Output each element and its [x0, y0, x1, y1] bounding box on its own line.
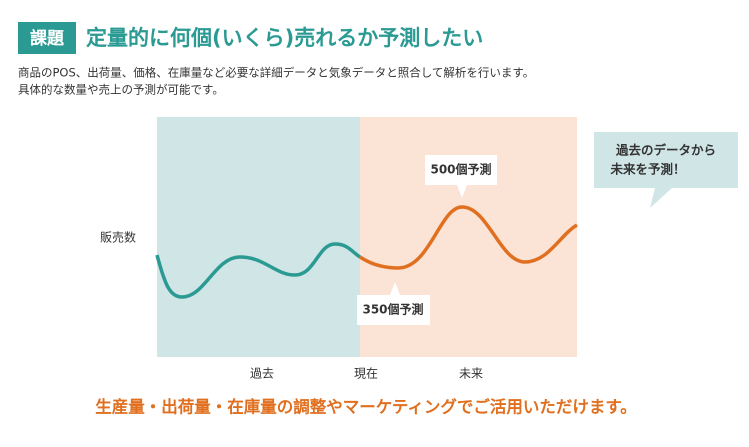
y-label: 販売数 — [100, 230, 136, 245]
x-label: 現在 — [354, 367, 378, 381]
speech-bubble — [594, 132, 738, 208]
callout: 500個予測 — [430, 162, 491, 177]
callout-box — [357, 282, 430, 325]
title: 定量的に何個(いくら)売れるか予測したい — [86, 26, 483, 50]
badge: 課題 — [30, 28, 65, 49]
description-line: 商品のPOS、出荷量、価格、在庫量など必要な詳細データと気象データと照合して解析… — [18, 66, 534, 80]
footer: 生産量・出荷量・在庫量の調整やマーケティングでご活用いただけます。 — [95, 397, 637, 417]
bubble-text: 過去のデータから — [615, 143, 716, 158]
x-label: 過去 — [250, 367, 274, 381]
badge-box — [18, 22, 76, 54]
bubble-text: 未来を予測！ — [609, 162, 685, 177]
future-curve — [359, 205, 578, 270]
description-line: 具体的な数量や売上の予測が可能です。 — [18, 83, 224, 97]
callout: 350個予測 — [362, 302, 423, 317]
x-label: 未来 — [459, 367, 483, 381]
past-panel — [157, 117, 360, 357]
callout-box — [425, 155, 497, 198]
past-curve — [155, 242, 361, 299]
